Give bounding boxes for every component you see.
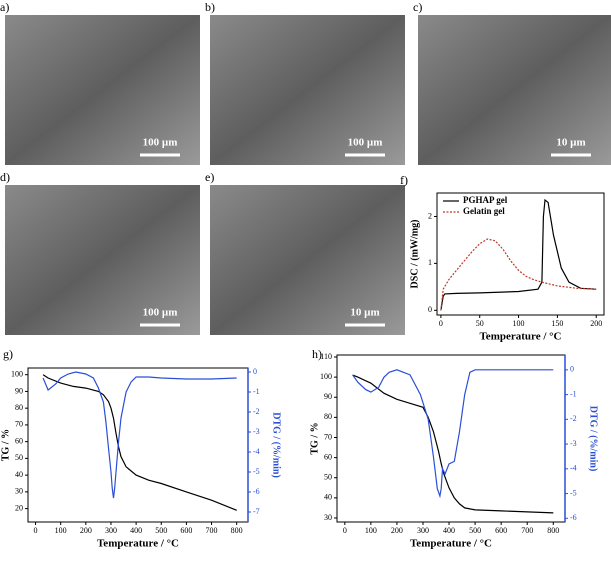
x-tick-label: 500 — [469, 526, 481, 535]
x-tick-label: 800 — [231, 526, 243, 535]
y-tick-label: 30 — [324, 513, 332, 522]
y-axis-label: TG / % — [309, 422, 320, 454]
panel-label: b) — [205, 0, 215, 14]
data-line — [42, 371, 237, 499]
y2-tick-label: -6 — [253, 487, 260, 496]
x-tick-label: 0 — [34, 526, 38, 535]
panel-label: h) — [312, 347, 322, 361]
data-line — [42, 374, 237, 511]
y2-tick-label: -3 — [253, 427, 260, 436]
x-tick-label: 500 — [155, 526, 167, 535]
y2-tick-label: -2 — [253, 407, 260, 416]
y-tick-label: 90 — [324, 392, 332, 401]
y-tick-label: 60 — [324, 452, 332, 461]
y-axis-label: DSC / (mW/mg) — [409, 220, 420, 289]
data-line — [440, 198, 597, 311]
y2-tick-label: -1 — [570, 389, 577, 398]
y-tick-label: 80 — [15, 403, 23, 412]
data-line — [352, 369, 554, 499]
panel-label: d) — [0, 170, 10, 184]
legend-label: Gelatin gel — [463, 206, 505, 216]
panel-label: c) — [413, 0, 422, 14]
x-tick-label: 100 — [513, 319, 525, 328]
panel-label: g) — [3, 347, 13, 361]
y-tick-label: 50 — [324, 473, 332, 482]
y2-axis-label: DTG / (%/min) — [271, 412, 282, 478]
y2-tick-label: 0 — [570, 365, 574, 374]
plot-frame — [436, 192, 605, 316]
x-tick-label: 200 — [391, 526, 403, 535]
data-line — [440, 238, 597, 311]
y-tick-label: 40 — [15, 470, 23, 479]
x-tick-label: 300 — [417, 526, 429, 535]
y2-tick-label: -7 — [253, 507, 260, 516]
panel-label: a) — [0, 0, 9, 14]
y2-tick-label: -4 — [253, 447, 260, 456]
y-tick-label: 90 — [15, 386, 23, 395]
x-tick-label: 800 — [547, 526, 559, 535]
x-tick-label: 100 — [365, 526, 377, 535]
x-tick-label: 150 — [551, 319, 563, 328]
y-tick-label: 70 — [324, 432, 332, 441]
y-tick-label: 100 — [320, 372, 332, 381]
y-tick-label: 1 — [428, 258, 432, 267]
y-axis-label: TG / % — [0, 429, 11, 461]
data-line — [352, 374, 554, 514]
sem-image — [5, 15, 200, 165]
x-tick-label: 100 — [55, 526, 67, 535]
y-tick-label: 70 — [15, 420, 23, 429]
x-tick-label: 200 — [590, 319, 602, 328]
y-tick-label: 0 — [428, 305, 432, 314]
y2-tick-label: -3 — [570, 439, 577, 448]
panel-label: f) — [400, 173, 408, 187]
scale-bar-label: 10 µm — [350, 307, 379, 319]
x-tick-label: 700 — [206, 526, 218, 535]
y2-tick-label: -1 — [253, 387, 260, 396]
x-axis-label: Temperature / °C — [479, 331, 561, 343]
y-tick-label: 40 — [324, 493, 332, 502]
scale-bar-label: 100 µm — [348, 137, 383, 149]
y2-tick-label: -5 — [253, 467, 260, 476]
y2-tick-label: -6 — [570, 513, 577, 522]
y-tick-label: 50 — [15, 453, 23, 462]
y-tick-label: 20 — [15, 503, 23, 512]
sem-image — [210, 185, 405, 335]
sem-image — [5, 185, 200, 335]
y-tick-label: 100 — [11, 370, 23, 379]
scale-bar-label: 100 µm — [143, 307, 178, 319]
x-axis-label: Temperature / °C — [410, 538, 492, 550]
y-tick-label: 2 — [428, 211, 432, 220]
y2-axis-label: DTG / (%/min) — [588, 406, 599, 472]
y-tick-label: 110 — [320, 352, 332, 361]
x-tick-label: 0 — [439, 319, 443, 328]
y-tick-label: 30 — [15, 487, 23, 496]
y-tick-label: 80 — [324, 412, 332, 421]
x-tick-label: 0 — [343, 526, 347, 535]
y2-tick-label: 0 — [253, 367, 257, 376]
plot-frame — [336, 354, 566, 523]
x-tick-label: 200 — [80, 526, 92, 535]
x-tick-label: 700 — [521, 526, 533, 535]
legend-label: PGHAP gel — [463, 195, 508, 205]
scale-bar-label: 100 µm — [143, 137, 178, 149]
x-axis-label: Temperature / °C — [97, 538, 179, 550]
x-tick-label: 600 — [495, 526, 507, 535]
panel-label: e) — [205, 170, 214, 184]
x-tick-label: 400 — [130, 526, 142, 535]
y2-tick-label: -5 — [570, 488, 577, 497]
sem-image — [418, 15, 611, 165]
plot-frame — [27, 367, 249, 523]
y2-tick-label: -4 — [570, 464, 577, 473]
y2-tick-label: -2 — [570, 414, 577, 423]
x-tick-label: 50 — [476, 319, 484, 328]
sem-image — [210, 15, 405, 165]
x-tick-label: 400 — [443, 526, 455, 535]
x-tick-label: 300 — [105, 526, 117, 535]
scale-bar-label: 10 µm — [556, 137, 585, 149]
x-tick-label: 600 — [180, 526, 192, 535]
y-tick-label: 60 — [15, 436, 23, 445]
